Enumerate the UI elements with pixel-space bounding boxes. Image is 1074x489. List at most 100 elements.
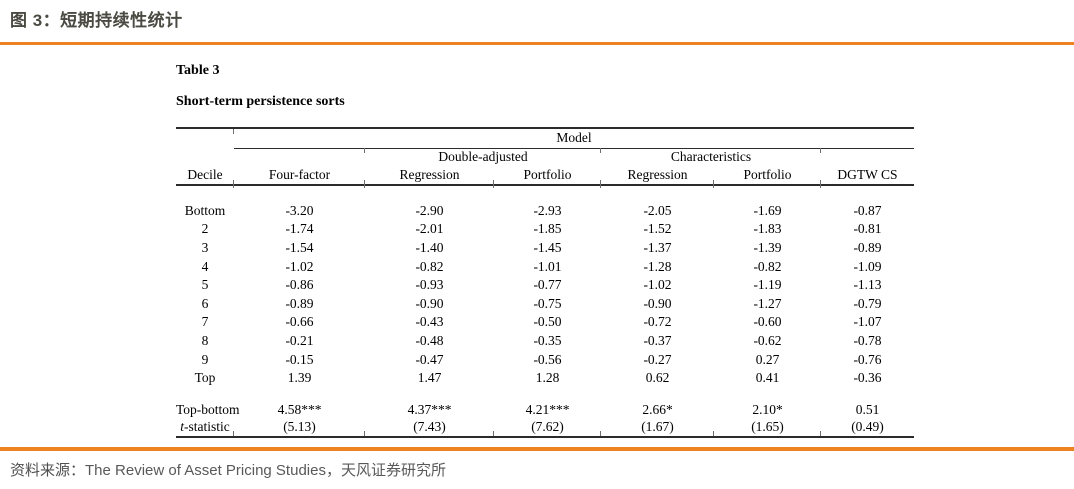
- value-cell: -0.76: [853, 351, 882, 367]
- empty-cell: [234, 148, 365, 166]
- value-cell: -0.62: [753, 333, 782, 349]
- value-cell: 2.10*: [752, 401, 783, 417]
- value-cell: -1.27: [753, 295, 782, 311]
- decile-label: 8: [201, 333, 209, 349]
- value-cell: (7.43): [364, 418, 494, 438]
- value-cell: 1.28: [535, 370, 560, 386]
- title-divider-rule: [0, 42, 1074, 45]
- value-cell: (5.13): [233, 418, 365, 438]
- empty-cell: [176, 148, 234, 166]
- value-cell: -0.89: [285, 295, 314, 311]
- value-cell: (0.49): [820, 418, 914, 438]
- value-cell: 1.39: [287, 370, 312, 386]
- value-cell: -1.52: [643, 221, 672, 237]
- table-row: 9 -0.15 -0.47 -0.56 -0.27 0.27 -0.76: [176, 351, 914, 370]
- value-cell: -0.60: [753, 314, 782, 330]
- value-cell: -0.15: [285, 351, 314, 367]
- decile-label: Bottom: [184, 202, 226, 218]
- value-cell: -1.13: [853, 277, 882, 293]
- spacer-row: [176, 388, 914, 401]
- model-header: Model: [233, 127, 914, 149]
- group-header-row: Double-adjusted Characteristics: [176, 147, 914, 166]
- value-cell: -0.36: [853, 370, 882, 386]
- value-cell: 1.47: [417, 370, 442, 386]
- row-label: t-statistic: [176, 418, 234, 438]
- table-row: 6 -0.89 -0.90 -0.75 -0.90 -1.27 -0.79: [176, 295, 914, 314]
- value-cell: -0.72: [643, 314, 672, 330]
- table-row: 2 -1.74 -2.01 -1.85 -1.52 -1.83 -0.81: [176, 221, 914, 240]
- empty-cell: [820, 147, 914, 166]
- value-cell: -2.01: [415, 221, 444, 237]
- value-cell: -0.75: [533, 295, 562, 311]
- value-cell: -1.74: [285, 221, 314, 237]
- group-header-characteristics: Characteristics: [600, 147, 821, 166]
- value-cell: -0.87: [853, 202, 882, 218]
- value-cell: -2.90: [415, 202, 444, 218]
- value-cell: -0.93: [415, 277, 444, 293]
- value-cell: -1.19: [753, 277, 782, 293]
- decile-label: 7: [201, 314, 209, 330]
- value-cell: -0.48: [415, 333, 444, 349]
- value-cell: -0.90: [415, 295, 444, 311]
- decile-label: 2: [201, 221, 209, 237]
- value-cell: -1.02: [285, 258, 314, 274]
- table-caption: Table 3: [176, 63, 220, 78]
- value-cell: -0.81: [853, 221, 882, 237]
- value-cell: -0.90: [643, 295, 672, 311]
- decile-label: 5: [201, 277, 209, 293]
- column-header-portfolio-ch: Portfolio: [713, 166, 821, 188]
- value-cell: -0.47: [415, 351, 444, 367]
- value-cell: -0.79: [853, 295, 882, 311]
- value-cell: 4.58***: [277, 401, 322, 417]
- value-cell: -0.37: [643, 333, 672, 349]
- column-header-regression-ch: Regression: [600, 166, 714, 188]
- column-header-four-factor: Four-factor: [233, 166, 365, 188]
- value-cell: -2.93: [533, 202, 562, 218]
- value-cell: 4.21***: [525, 401, 570, 417]
- value-cell: -3.20: [285, 202, 314, 218]
- value-cell: -1.69: [753, 202, 782, 218]
- table-row: 8 -0.21 -0.48 -0.35 -0.37 -0.62 -0.78: [176, 332, 914, 351]
- value-cell: -1.85: [533, 221, 562, 237]
- table-area: Table 3 Short-term persistence sorts Mod…: [176, 63, 1074, 438]
- value-cell: -1.37: [643, 240, 672, 256]
- value-cell: -0.66: [285, 314, 314, 330]
- row-label: Top-bottom: [176, 401, 240, 417]
- table-row: 7 -0.66 -0.43 -0.50 -0.72 -0.60 -1.07: [176, 314, 914, 333]
- value-cell: -1.28: [643, 258, 672, 274]
- value-cell: -0.27: [643, 351, 672, 367]
- table-row: 3 -1.54 -1.40 -1.45 -1.37 -1.39 -0.89: [176, 239, 914, 258]
- value-cell: (1.65): [713, 418, 821, 438]
- value-cell: -0.21: [285, 333, 314, 349]
- t-statistic-row: t-statistic (5.13) (7.43) (7.62) (1.67) …: [176, 418, 914, 438]
- decile-label: 6: [201, 295, 209, 311]
- value-cell: -0.82: [415, 258, 444, 274]
- value-cell: -0.89: [853, 240, 882, 256]
- value-cell: -1.39: [753, 240, 782, 256]
- source-text: The Review of Asset Pricing Studies，天风证券…: [85, 461, 446, 479]
- value-cell: -0.56: [533, 351, 562, 367]
- value-cell: -2.05: [643, 202, 672, 218]
- table-row: Top 1.39 1.47 1.28 0.62 0.41 -0.36: [176, 369, 914, 388]
- source-line: 资料来源：The Review of Asset Pricing Studies…: [10, 461, 1074, 481]
- value-cell: -0.78: [853, 333, 882, 349]
- table-row: 4 -1.02 -0.82 -1.01 -1.28 -0.82 -1.09: [176, 258, 914, 277]
- value-cell: 0.41: [755, 370, 780, 386]
- value-cell: -0.86: [285, 277, 314, 293]
- spacer-row: [176, 185, 914, 202]
- value-cell: -1.07: [853, 314, 882, 330]
- value-cell: -0.82: [753, 258, 782, 274]
- group-header-double-adjusted: Double-adjusted: [364, 147, 601, 166]
- model-header-row: Model: [176, 127, 914, 149]
- top-bottom-row: Top-bottom 4.58*** 4.37*** 4.21*** 2.66*…: [176, 401, 914, 419]
- figure-title: 图 3：短期持续性统计: [10, 11, 183, 30]
- value-cell: -0.50: [533, 314, 562, 330]
- value-cell: -0.43: [415, 314, 444, 330]
- value-cell: -0.77: [533, 277, 562, 293]
- source-divider-rule: [0, 446, 1074, 451]
- value-cell: 4.37***: [407, 401, 452, 417]
- value-cell: -1.40: [415, 240, 444, 256]
- value-cell: 0.62: [645, 370, 670, 386]
- column-header-decile: Decile: [176, 166, 234, 186]
- column-header-row: Decile Four-factor Regression Portfolio …: [176, 166, 914, 188]
